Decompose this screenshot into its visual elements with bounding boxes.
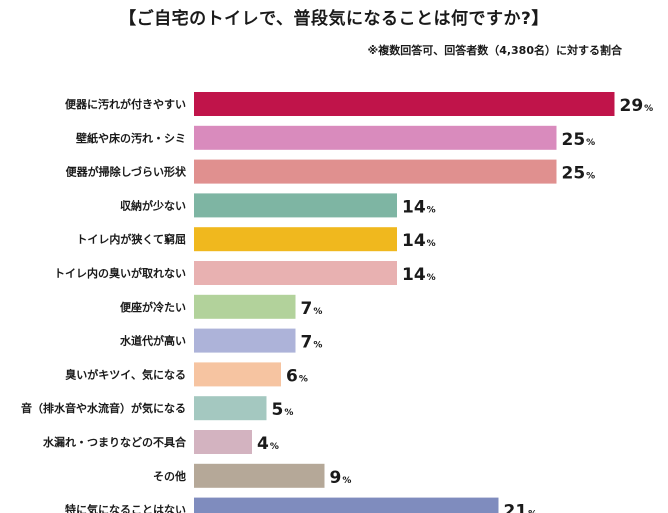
value-label: 6% [286, 366, 308, 386]
value-label: 14% [402, 197, 436, 217]
value-label: 4% [257, 434, 279, 454]
category-label: トイレ内が狭くて窮屈 [76, 232, 186, 246]
value-label: 21% [504, 502, 538, 513]
value-label: 14% [402, 265, 436, 285]
bar [194, 497, 499, 513]
bar [194, 328, 296, 353]
bar [194, 396, 267, 421]
category-label: 水漏れ・つまりなどの不具合 [43, 435, 187, 449]
value-label: 14% [402, 231, 436, 251]
unit-label: % [313, 307, 322, 317]
category-label: 壁紙や床の汚れ・シミ [76, 131, 186, 145]
unit-label: % [313, 341, 322, 351]
unit-label: % [586, 138, 595, 148]
value-label: 7% [301, 299, 323, 319]
category-label: 便器に汚れが付きやすい [65, 97, 186, 111]
unit-label: % [342, 476, 351, 486]
category-label: 特に気になることはない [65, 503, 186, 513]
value-label: 9% [330, 468, 352, 488]
category-label: 水道代が高い [120, 334, 186, 348]
category-label: 便器が掃除しづらい形状 [66, 165, 187, 179]
value-label: 25% [562, 164, 596, 184]
unit-label: % [284, 408, 293, 418]
value-label: 29% [620, 96, 654, 116]
category-label: 収納が少ない [120, 198, 186, 212]
category-label: 臭いがキツイ、気になる [65, 367, 186, 381]
unit-label: % [586, 172, 595, 182]
category-label: トイレ内の臭いが取れない [54, 266, 186, 280]
bar [194, 159, 557, 184]
bar [194, 261, 397, 285]
unit-label: % [299, 374, 308, 384]
unit-label: % [270, 442, 279, 452]
unit-label: % [427, 239, 436, 249]
category-label: その他 [153, 469, 186, 483]
value-label: 25% [562, 130, 596, 150]
category-label: 便座が冷たい [120, 300, 186, 314]
unit-label: % [427, 273, 436, 283]
bar [194, 193, 397, 218]
bar [194, 362, 281, 387]
bar [194, 125, 557, 150]
bar [194, 294, 296, 319]
category-label: 音（排水音や水流音）が気になる [21, 401, 186, 415]
unit-label: % [644, 104, 653, 114]
value-label: 7% [301, 333, 323, 353]
value-label: 5% [272, 400, 294, 420]
unit-label: % [427, 205, 436, 215]
bar [194, 92, 615, 116]
chart-title: 【ご自宅のトイレで、普段気になることは何ですか?】 [119, 9, 549, 29]
bar [194, 227, 397, 252]
unit-label: % [528, 510, 537, 513]
bar [194, 463, 325, 488]
chart-note: ※複数回答可、回答者数（4,380名）に対する割合 [367, 44, 623, 57]
bar [194, 430, 252, 454]
